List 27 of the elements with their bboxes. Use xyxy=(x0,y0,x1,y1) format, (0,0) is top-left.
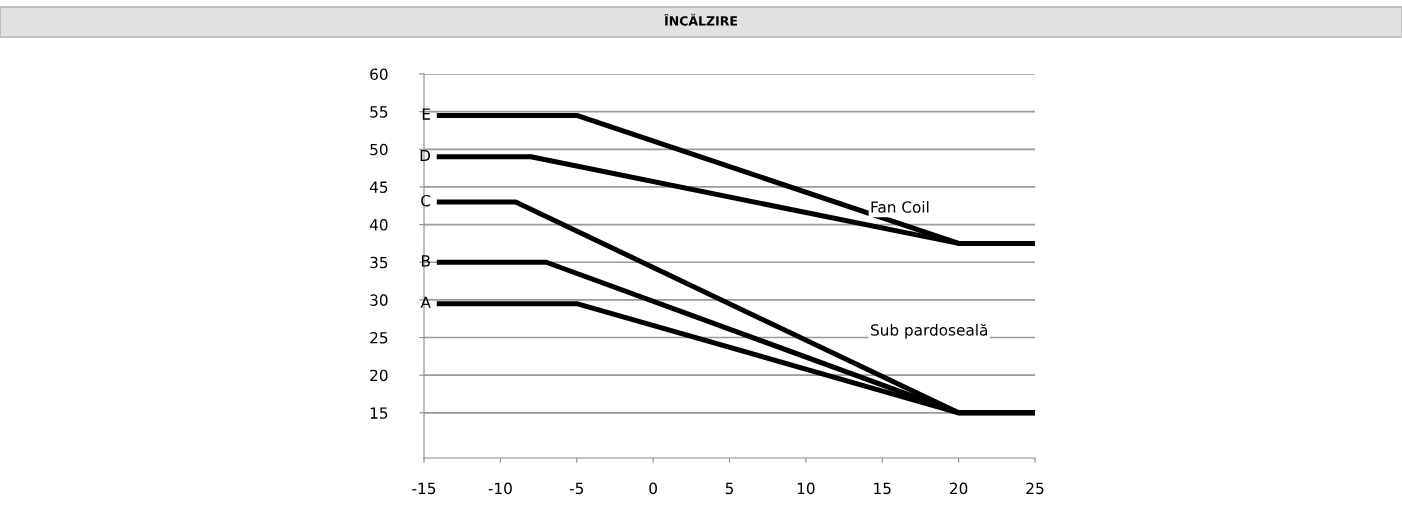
y-tick-label: 15 xyxy=(370,407,388,419)
x-tick-label: 25 xyxy=(1026,482,1044,495)
x-tick-label: 0 xyxy=(649,482,657,495)
y-tick-label: 35 xyxy=(370,256,388,269)
x-tick-label: 10 xyxy=(797,482,815,495)
y-tick-label: 25 xyxy=(370,331,388,344)
series-label: B xyxy=(421,255,430,267)
y-tick-label: 45 xyxy=(369,181,388,193)
series-label: C xyxy=(421,194,431,207)
y-tick-label: 50 xyxy=(370,143,388,156)
y-tick-label: 60 xyxy=(370,68,388,81)
x-tick-label: -5 xyxy=(569,482,584,495)
annotation: Fan Coil xyxy=(871,201,929,213)
x-tick-label: 15 xyxy=(874,482,891,495)
y-tick-label: 55 xyxy=(370,106,388,118)
chart-title: ÎNCĂLZIRE xyxy=(664,13,737,26)
y-tick-label: 30 xyxy=(370,294,388,306)
series-label: D xyxy=(420,149,431,162)
y-tick-label: 20 xyxy=(370,369,388,382)
annotation: Sub pardoseală xyxy=(871,323,988,339)
y-tick-label: 40 xyxy=(369,219,388,231)
x-tick-label: 20 xyxy=(950,482,968,495)
series-label: E xyxy=(422,108,430,120)
x-tick-label: -15 xyxy=(412,482,436,495)
x-tick-label: 5 xyxy=(725,482,734,495)
series-label: A xyxy=(420,296,431,308)
x-tick-label: -10 xyxy=(488,482,512,495)
